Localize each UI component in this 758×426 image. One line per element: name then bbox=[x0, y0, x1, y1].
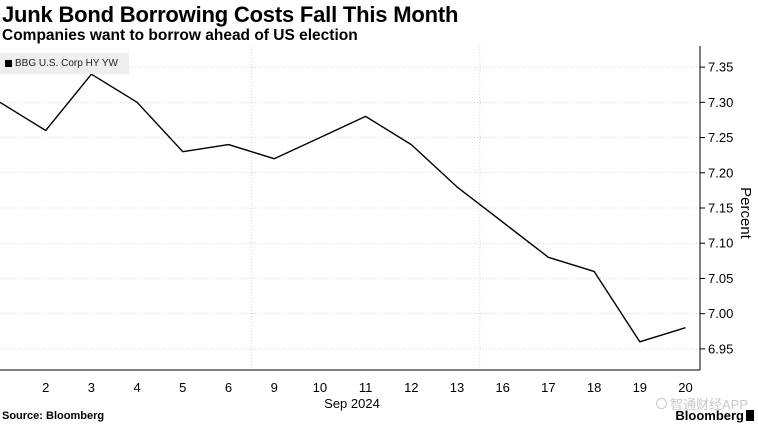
y-axis-label: Percent bbox=[737, 187, 754, 240]
x-tick-label: 3 bbox=[88, 380, 95, 395]
x-tick-label: 11 bbox=[359, 380, 373, 395]
y-tick-label: 7.35 bbox=[708, 60, 733, 75]
chart-title: Junk Bond Borrowing Costs Fall This Mont… bbox=[2, 2, 459, 27]
legend-swatch bbox=[5, 60, 12, 67]
x-axis-label: Sep 2024 bbox=[324, 396, 380, 411]
y-tick-label: 7.20 bbox=[708, 165, 733, 180]
x-tick-label: 16 bbox=[495, 380, 509, 395]
y-tick-label: 7.00 bbox=[708, 306, 733, 321]
series-line bbox=[0, 73, 686, 343]
y-tick-label: 7.05 bbox=[708, 271, 733, 286]
x-tick-label: 17 bbox=[541, 380, 555, 395]
watermark-icon bbox=[655, 398, 667, 409]
x-tick-label: 4 bbox=[133, 380, 140, 395]
y-tick-label: 7.10 bbox=[708, 236, 733, 251]
brand-logo: Bloomberg bbox=[675, 408, 754, 423]
y-tick-label: 7.25 bbox=[708, 130, 733, 145]
x-tick-label: 13 bbox=[450, 380, 464, 395]
watermark-text: 智通财经APP bbox=[669, 397, 748, 412]
chart-subtitle: Companies want to borrow ahead of US ele… bbox=[2, 27, 358, 44]
grid bbox=[0, 46, 700, 370]
labels: 6.95 7.00 7.05 7.10 7.15 7.20 7.25 7.30 7.35 2 3 4 5… bbox=[42, 60, 754, 411]
source-note: Source: Bloomberg bbox=[2, 410, 105, 422]
x-tick-label: 2 bbox=[42, 380, 49, 395]
x-tick-label: 19 bbox=[633, 380, 647, 395]
x-tick-label: 6 bbox=[225, 380, 232, 395]
x-tick-label: 18 bbox=[587, 380, 601, 395]
x-tick-label: 10 bbox=[313, 380, 327, 395]
brand-text: Bloomberg bbox=[675, 408, 744, 423]
y-tick-label: 6.95 bbox=[708, 341, 733, 356]
watermark: 智通财经APP bbox=[655, 394, 748, 413]
legend: BBG U.S. Corp HY YW bbox=[0, 53, 129, 74]
x-tick-label: 9 bbox=[271, 380, 278, 395]
y-tick-label: 7.30 bbox=[708, 95, 733, 110]
series bbox=[0, 73, 686, 343]
y-tick-label: 7.15 bbox=[708, 201, 733, 216]
brand-mark-icon bbox=[746, 410, 754, 421]
legend-label: BBG U.S. Corp HY YW bbox=[15, 58, 118, 69]
x-tick-label: 5 bbox=[179, 380, 186, 395]
x-tick-label: 20 bbox=[678, 380, 692, 395]
axes bbox=[0, 46, 705, 371]
x-tick-label: 12 bbox=[404, 380, 418, 395]
